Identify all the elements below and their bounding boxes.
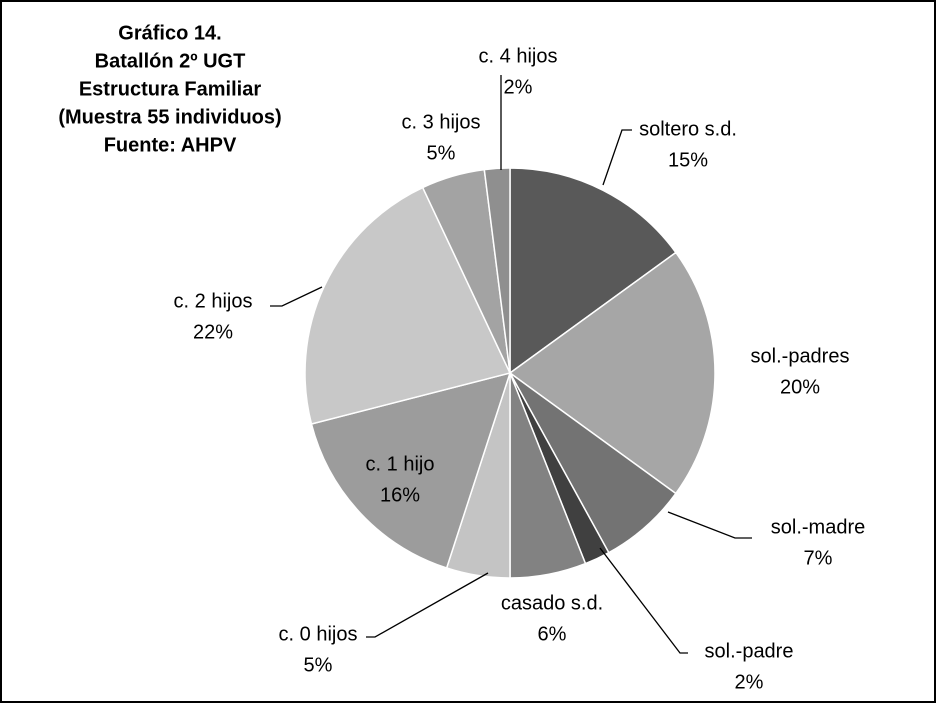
pie-slice [483,167,511,374]
slice-label: c. 1 hijo [366,453,435,475]
slice-label: c. 4 hijos [479,45,558,67]
slice-label: sol.-madre [771,516,865,538]
title-line: Estructura Familiar [79,78,262,100]
slice-label: casado s.d. [501,592,603,614]
leader-line [667,511,752,539]
slice-value-label: 15% [668,149,708,171]
pie-slice [509,167,677,375]
slice-value-label: 6% [538,623,567,645]
leader-line [599,547,688,654]
leader-line [270,286,323,307]
slice-value-label: 2% [504,76,533,98]
slice-label: c. 3 hijos [402,111,481,133]
pie-slice [310,371,512,569]
title-line: Gráfico 14. [118,22,221,44]
slice-label: sol.-padre [705,640,794,662]
chart-title: Gráfico 14. Batallón 2º UGT Estructura Fam… [58,22,281,156]
title-line: (Muestra 55 individuos) [58,106,281,128]
slice-value-label: 2% [735,671,764,693]
leader-line [602,129,632,186]
leader-line [366,572,489,638]
slice-value-label: 20% [780,376,820,398]
slice-label: soltero s.d. [639,118,737,140]
slice-label: c. 0 hijos [279,623,358,645]
slice-value-label: 7% [804,547,833,569]
title-line: Fuente: AHPV [104,134,237,156]
slice-label: c. 2 hijos [174,290,253,312]
title-line: Batallón 2º UGT [95,50,246,72]
slice-value-label: 16% [380,484,420,506]
slice-value-label: 5% [304,654,333,676]
slice-value-label: 22% [193,321,233,343]
slice-value-label: 5% [427,142,456,164]
slice-label: sol.-padres [751,345,850,367]
pie-slice [508,251,716,495]
pie-slice [304,186,512,425]
